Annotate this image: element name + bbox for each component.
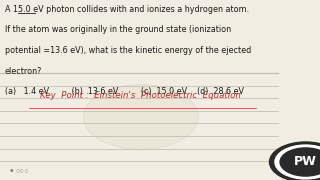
Text: potential =13.6 eV), what is the kinetic energy of the ejected: potential =13.6 eV), what is the kinetic… [5, 46, 251, 55]
Circle shape [269, 141, 320, 180]
Text: ●  ○○ ○: ● ○○ ○ [10, 169, 28, 173]
Circle shape [279, 147, 320, 177]
Circle shape [83, 85, 198, 149]
Text: A 15.0 eV photon collides with and ionizes a hydrogen atom.: A 15.0 eV photon collides with and ioniz… [5, 4, 249, 14]
Text: (a)   1.4 eV         (b)  13.6 eV         (c)  15.0 eV    (d)  28.6 eV: (a) 1.4 eV (b) 13.6 eV (c) 15.0 eV (d) 2… [5, 87, 244, 96]
Text: electron?: electron? [5, 67, 42, 76]
Text: If the atom was originally in the ground state (ionization: If the atom was originally in the ground… [5, 25, 231, 34]
Text: Key  Point :  Einstein's  Photoelectric  Equation: Key Point : Einstein's Photoelectric Equ… [40, 91, 241, 100]
Text: PW: PW [294, 155, 317, 168]
Circle shape [274, 144, 320, 180]
